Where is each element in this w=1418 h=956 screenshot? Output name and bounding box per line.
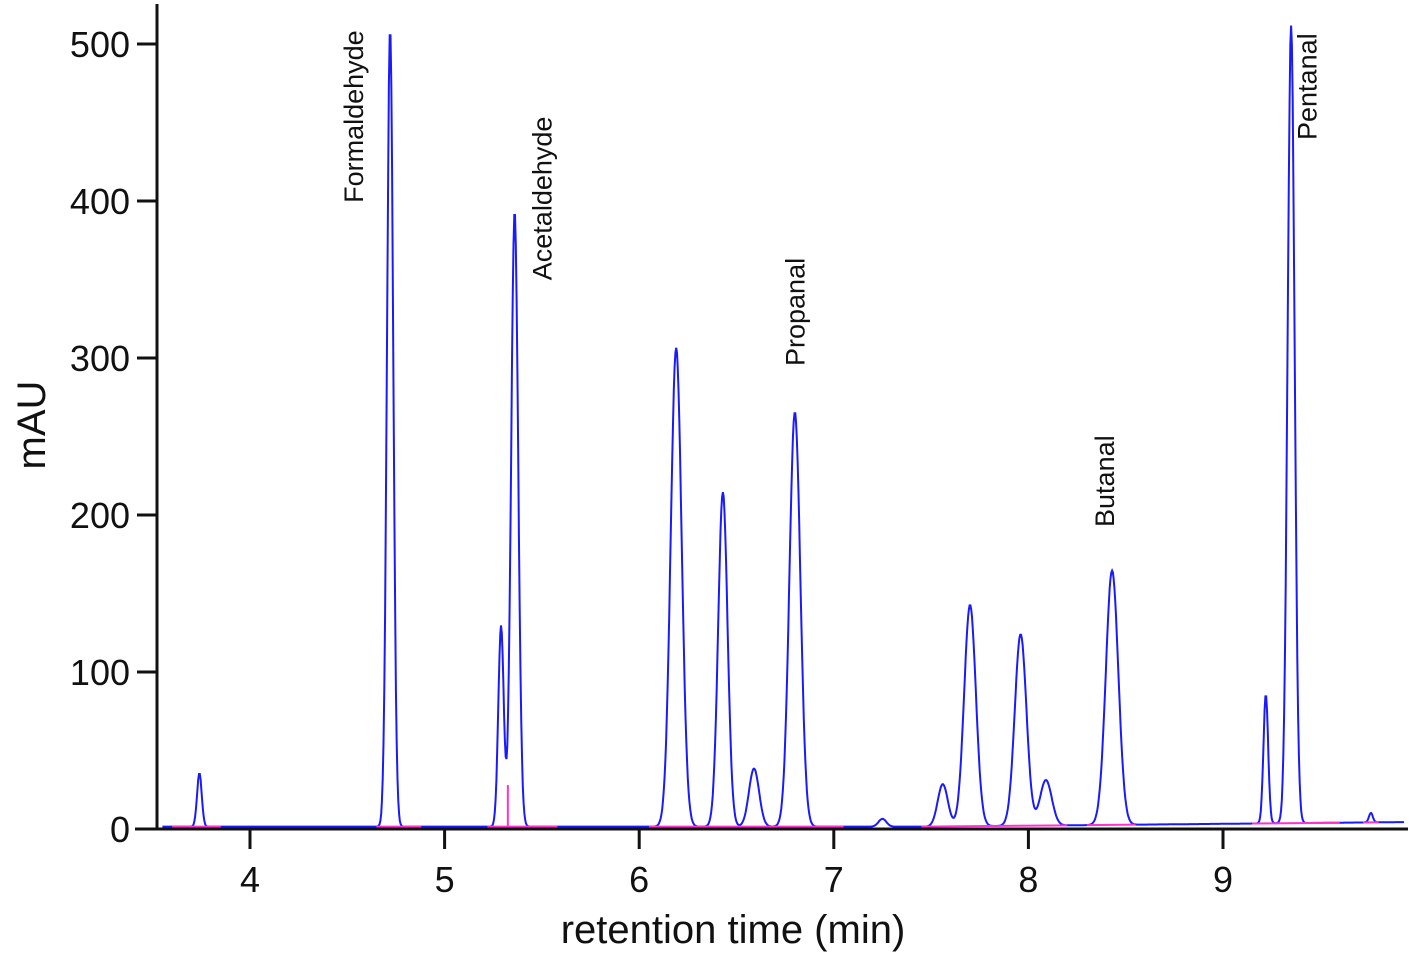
- integration-baseline: [1252, 821, 1340, 825]
- x-tick-label: 8: [1018, 859, 1038, 900]
- y-tick-label: 0: [110, 809, 130, 850]
- axes: [135, 4, 1408, 831]
- integration-baseline: [921, 824, 1068, 828]
- x-tick-label: 6: [629, 859, 649, 900]
- peak-label-butanal: Butanal: [1090, 435, 1120, 527]
- peak-labels: Formaldehyde Acetaldehyde Propanal Butanal P…: [339, 30, 1323, 527]
- y-tick-label: 400: [70, 181, 130, 222]
- x-axis-title: retention time (min): [561, 908, 906, 952]
- peak-label-formaldehyde: Formaldehyde: [339, 30, 369, 203]
- y-axis-title: mAU: [10, 381, 54, 470]
- y-tick-label: 100: [70, 652, 130, 693]
- signal-trace: [162, 25, 1404, 828]
- y-tick-label: 200: [70, 495, 130, 536]
- x-tick-label: 4: [240, 859, 260, 900]
- y-axis-ticks: 0 100 200 300 400 500: [70, 24, 157, 850]
- y-tick-label: 500: [70, 24, 130, 65]
- peak-label-acetaldehyde: Acetaldehyde: [528, 117, 558, 281]
- peak-label-propanal: Propanal: [781, 258, 811, 366]
- x-tick-label: 5: [435, 859, 455, 900]
- signal-path: [162, 25, 1404, 828]
- peak-label-pentanal: Pentanal: [1292, 33, 1322, 140]
- x-tick-label: 7: [824, 859, 844, 900]
- baseline-trace: [172, 785, 1379, 828]
- x-tick-label: 9: [1213, 859, 1233, 900]
- x-axis-ticks: 4 5 6 7 8 9: [240, 829, 1233, 900]
- y-tick-label: 300: [70, 338, 130, 379]
